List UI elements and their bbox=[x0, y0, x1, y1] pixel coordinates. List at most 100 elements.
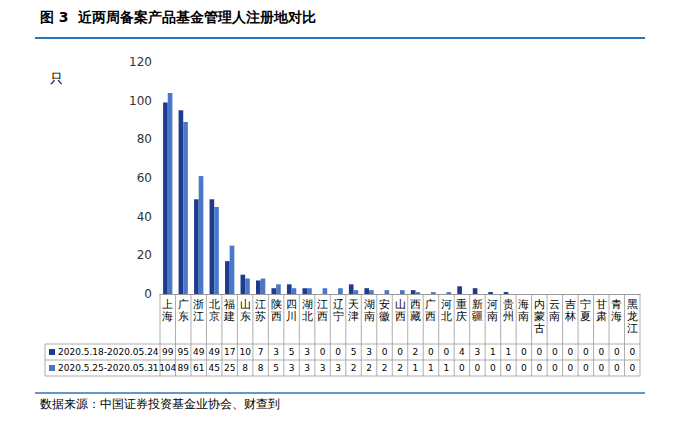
svg-text:25: 25 bbox=[224, 363, 235, 373]
svg-text:2: 2 bbox=[366, 363, 372, 373]
svg-text:林: 林 bbox=[564, 310, 576, 323]
svg-text:0: 0 bbox=[521, 347, 527, 357]
svg-text:海: 海 bbox=[611, 310, 622, 323]
svg-text:海: 海 bbox=[162, 310, 173, 323]
svg-text:0: 0 bbox=[598, 363, 604, 373]
svg-text:京: 京 bbox=[209, 310, 220, 323]
svg-text:0: 0 bbox=[583, 363, 589, 373]
svg-text:宁: 宁 bbox=[333, 310, 344, 323]
svg-text:3: 3 bbox=[304, 363, 310, 373]
svg-text:只: 只 bbox=[50, 71, 63, 86]
svg-text:北: 北 bbox=[441, 310, 452, 323]
svg-text:1: 1 bbox=[428, 363, 434, 373]
svg-text:0: 0 bbox=[444, 347, 450, 357]
svg-text:苏: 苏 bbox=[255, 310, 266, 323]
svg-text:7: 7 bbox=[258, 347, 264, 357]
svg-text:肃: 肃 bbox=[596, 310, 607, 323]
svg-text:17: 17 bbox=[224, 347, 235, 357]
svg-text:0: 0 bbox=[552, 347, 558, 357]
svg-text:北: 北 bbox=[302, 310, 313, 323]
svg-text:8: 8 bbox=[258, 363, 264, 373]
svg-text:1: 1 bbox=[413, 363, 419, 373]
svg-text:0: 0 bbox=[567, 363, 573, 373]
svg-text:99: 99 bbox=[162, 347, 174, 357]
svg-text:0: 0 bbox=[536, 363, 542, 373]
svg-text:3: 3 bbox=[273, 347, 279, 357]
svg-text:西: 西 bbox=[271, 310, 282, 323]
svg-text:2: 2 bbox=[351, 363, 357, 373]
svg-text:0: 0 bbox=[614, 363, 620, 373]
svg-text:5: 5 bbox=[289, 347, 295, 357]
svg-text:0: 0 bbox=[614, 347, 620, 357]
svg-text:2: 2 bbox=[413, 347, 419, 357]
svg-text:夏: 夏 bbox=[580, 310, 591, 323]
svg-text:20: 20 bbox=[137, 248, 152, 262]
svg-text:庆: 庆 bbox=[456, 310, 467, 323]
svg-text:州: 州 bbox=[503, 310, 514, 323]
svg-text:49: 49 bbox=[193, 347, 205, 357]
svg-text:藏: 藏 bbox=[410, 310, 421, 323]
svg-text:0: 0 bbox=[629, 363, 635, 373]
svg-text:0: 0 bbox=[475, 363, 481, 373]
svg-text:0: 0 bbox=[397, 347, 403, 357]
svg-text:津: 津 bbox=[348, 310, 359, 323]
svg-text:3: 3 bbox=[289, 363, 295, 373]
svg-text:南: 南 bbox=[549, 310, 560, 323]
svg-text:61: 61 bbox=[193, 363, 204, 373]
svg-text:2: 2 bbox=[382, 363, 388, 373]
svg-text:3: 3 bbox=[320, 363, 326, 373]
svg-text:3: 3 bbox=[304, 347, 310, 357]
svg-text:徽: 徽 bbox=[379, 310, 390, 323]
svg-text:40: 40 bbox=[137, 210, 152, 224]
svg-text:8: 8 bbox=[242, 363, 248, 373]
svg-text:3: 3 bbox=[366, 347, 372, 357]
svg-text:1: 1 bbox=[444, 363, 450, 373]
svg-text:2020.5.25-2020.05.31: 2020.5.25-2020.05.31 bbox=[58, 363, 159, 373]
svg-text:西: 西 bbox=[317, 310, 328, 323]
svg-text:95: 95 bbox=[177, 347, 188, 357]
svg-text:0: 0 bbox=[552, 363, 558, 373]
svg-text:江: 江 bbox=[193, 310, 204, 323]
svg-text:3: 3 bbox=[335, 363, 341, 373]
svg-text:2: 2 bbox=[397, 363, 403, 373]
svg-text:10: 10 bbox=[239, 347, 251, 357]
svg-text:4: 4 bbox=[459, 347, 465, 357]
svg-text:0: 0 bbox=[144, 287, 152, 301]
svg-text:0: 0 bbox=[459, 363, 465, 373]
svg-text:0: 0 bbox=[598, 347, 604, 357]
svg-text:南: 南 bbox=[487, 310, 498, 323]
svg-text:100: 100 bbox=[129, 94, 152, 108]
svg-text:104: 104 bbox=[159, 363, 176, 373]
svg-text:0: 0 bbox=[629, 347, 635, 357]
svg-text:东: 东 bbox=[178, 310, 189, 323]
svg-text:东: 东 bbox=[240, 310, 251, 323]
svg-text:图 3 近两周备案产品基金管理人注册地对比: 图 3 近两周备案产品基金管理人注册地对比 bbox=[40, 9, 316, 25]
svg-text:0: 0 bbox=[428, 347, 434, 357]
svg-text:49: 49 bbox=[208, 347, 220, 357]
svg-text:3: 3 bbox=[475, 347, 481, 357]
svg-text:0: 0 bbox=[567, 347, 573, 357]
svg-text:0: 0 bbox=[506, 363, 512, 373]
svg-text:古: 古 bbox=[534, 322, 545, 335]
svg-text:南: 南 bbox=[518, 310, 529, 323]
svg-text:5: 5 bbox=[273, 363, 279, 373]
svg-text:江: 江 bbox=[627, 322, 638, 335]
svg-text:疆: 疆 bbox=[472, 310, 483, 323]
svg-text:西: 西 bbox=[395, 310, 406, 323]
svg-text:0: 0 bbox=[320, 347, 326, 357]
svg-text:建: 建 bbox=[223, 310, 235, 323]
svg-text:0: 0 bbox=[536, 347, 542, 357]
svg-text:0: 0 bbox=[335, 347, 341, 357]
svg-text:1: 1 bbox=[506, 347, 512, 357]
svg-text:0: 0 bbox=[521, 363, 527, 373]
svg-text:60: 60 bbox=[137, 171, 152, 185]
svg-text:0: 0 bbox=[583, 347, 589, 357]
svg-text:89: 89 bbox=[177, 363, 189, 373]
svg-text:5: 5 bbox=[351, 347, 357, 357]
svg-text:南: 南 bbox=[364, 310, 375, 323]
svg-text:80: 80 bbox=[137, 132, 152, 146]
svg-text:数据来源：中国证券投资基金业协会、财查到: 数据来源：中国证券投资基金业协会、财查到 bbox=[40, 397, 280, 411]
svg-text:1: 1 bbox=[490, 347, 496, 357]
svg-text:120: 120 bbox=[129, 55, 152, 69]
svg-text:川: 川 bbox=[286, 310, 297, 323]
